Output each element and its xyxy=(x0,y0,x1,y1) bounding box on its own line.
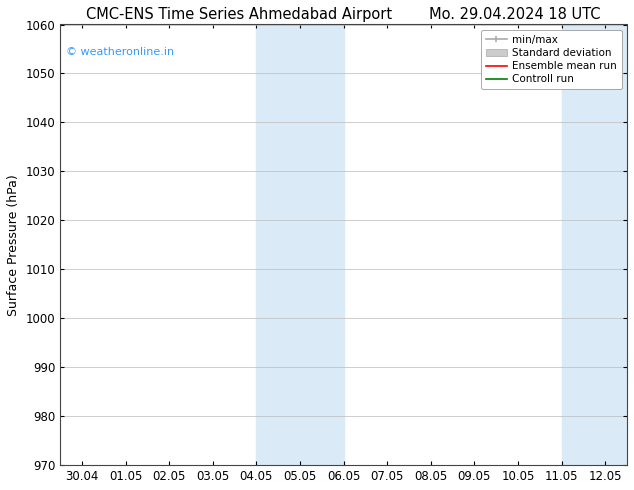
Text: © weatheronline.in: © weatheronline.in xyxy=(66,47,174,56)
Bar xyxy=(562,24,605,465)
Bar xyxy=(300,24,344,465)
Bar xyxy=(605,24,627,465)
Bar xyxy=(256,24,300,465)
Title: CMC-ENS Time Series Ahmedabad Airport        Mo. 29.04.2024 18 UTC: CMC-ENS Time Series Ahmedabad Airport Mo… xyxy=(86,7,601,22)
Legend: min/max, Standard deviation, Ensemble mean run, Controll run: min/max, Standard deviation, Ensemble me… xyxy=(481,30,622,90)
Y-axis label: Surface Pressure (hPa): Surface Pressure (hPa) xyxy=(7,174,20,316)
